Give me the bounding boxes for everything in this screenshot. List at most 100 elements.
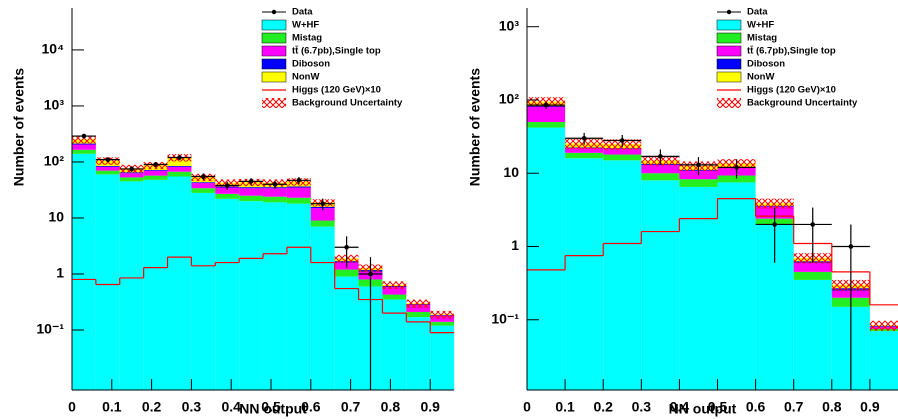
stack-segment (310, 226, 335, 390)
uncertainty-band (755, 198, 794, 209)
stack-segment (191, 192, 216, 390)
stack-segment (603, 160, 642, 390)
stack-segment (95, 166, 120, 171)
y-tick-label: 10⁻¹ (36, 321, 64, 337)
legend-label: W+HF (292, 20, 319, 31)
legend-label: Mistag (747, 33, 777, 44)
data-point (296, 178, 302, 183)
stack-segment (679, 186, 718, 390)
x-tick-label: 0.4 (670, 399, 690, 415)
stack-segment (119, 181, 144, 390)
stack-segment (167, 176, 192, 390)
stack-segment (95, 170, 120, 175)
stack-segment (603, 154, 642, 161)
uncertainty-band (869, 320, 898, 331)
x-tick-label: 0.1 (102, 399, 122, 415)
x-tick-label: 0.6 (746, 399, 766, 415)
data-point (248, 179, 254, 184)
legend-label: Diboson (292, 59, 330, 70)
data-point (153, 162, 158, 167)
stack-segment (793, 279, 832, 390)
data-point (177, 155, 182, 160)
legend-label: Data (747, 7, 768, 18)
data-point (696, 162, 701, 168)
stack-segment (382, 299, 407, 390)
legend-label: Background Uncertainty (747, 98, 858, 109)
stack-segment (191, 182, 216, 184)
x-tick-label: 0.4 (221, 399, 241, 415)
data-point (734, 165, 739, 170)
stack-segment (215, 187, 240, 194)
data-point (201, 174, 206, 179)
stack-segment (143, 179, 168, 390)
stack-segment (430, 321, 455, 326)
stack-segment (527, 107, 566, 123)
legend-swatch (716, 58, 742, 70)
legend-swatch (716, 71, 742, 83)
x-tick-label: 0.7 (341, 399, 361, 415)
legend-swatch (261, 71, 287, 83)
x-tick-label: 0.6 (301, 399, 321, 415)
legend-label: Mistag (292, 33, 322, 44)
legend-swatch (716, 19, 742, 31)
stack-segment (793, 262, 832, 272)
data-point (81, 133, 87, 139)
x-tick-label: 0 (523, 399, 531, 415)
y-tick-label: 1 (56, 265, 64, 281)
stack-segment (603, 148, 642, 155)
stack-segment (286, 197, 311, 204)
stack-segment (382, 294, 407, 300)
stack-segment (263, 196, 287, 203)
stack-segment (793, 271, 832, 280)
legend-label: Higgs (120 GeV)×10 (747, 85, 836, 96)
legend-data-point (271, 9, 277, 15)
stack-segment (565, 148, 604, 153)
stack-segment (143, 170, 168, 176)
stack-segment (239, 195, 264, 202)
x-tick-label: 0.8 (822, 399, 842, 415)
data-point (581, 135, 587, 141)
stack-segment (263, 202, 287, 390)
data-point (619, 138, 625, 143)
x-tick-label: 0.3 (182, 399, 202, 415)
stack-segment (406, 304, 431, 312)
legend-swatch (261, 32, 287, 44)
legend-swatch (716, 45, 742, 57)
uncertainty-band (382, 281, 407, 289)
y-tick-label: 10² (44, 153, 65, 169)
legend-label: Background Uncertainty (292, 98, 403, 109)
stack-segment (72, 143, 96, 145)
y-tick-label: 1 (511, 237, 519, 253)
stack-segment (239, 201, 264, 390)
stack-segment (717, 182, 756, 390)
data-point (129, 166, 134, 172)
data-point (848, 244, 854, 249)
uncertainty-band (72, 135, 96, 144)
stack-segment (869, 331, 898, 390)
x-tick-label: 0 (68, 399, 76, 415)
stack-segment (167, 171, 192, 177)
data-point (772, 222, 777, 227)
data-point (224, 183, 230, 188)
stack-segment (263, 188, 287, 197)
x-axis-title: NN output (669, 401, 737, 417)
stack-segment (641, 164, 680, 174)
stack-segment (334, 276, 359, 390)
stack-segment (191, 183, 216, 189)
data-point (543, 102, 549, 108)
stack-segment (430, 325, 455, 390)
stack-segment (406, 317, 431, 390)
legend-uncertainty-swatch (717, 98, 741, 108)
y-tick-label: 10 (503, 164, 519, 180)
data-point (320, 201, 326, 206)
stack-segment (565, 152, 604, 159)
uncertainty-band (406, 299, 431, 308)
x-tick-label: 0.3 (632, 399, 652, 415)
x-tick-label: 0.7 (784, 399, 804, 415)
stack-segment (143, 175, 168, 180)
y-tick-label: 10 (48, 209, 64, 225)
y-axis-title: Number of events (467, 68, 483, 186)
stack-segment (167, 166, 192, 172)
stack-segment (430, 315, 455, 322)
